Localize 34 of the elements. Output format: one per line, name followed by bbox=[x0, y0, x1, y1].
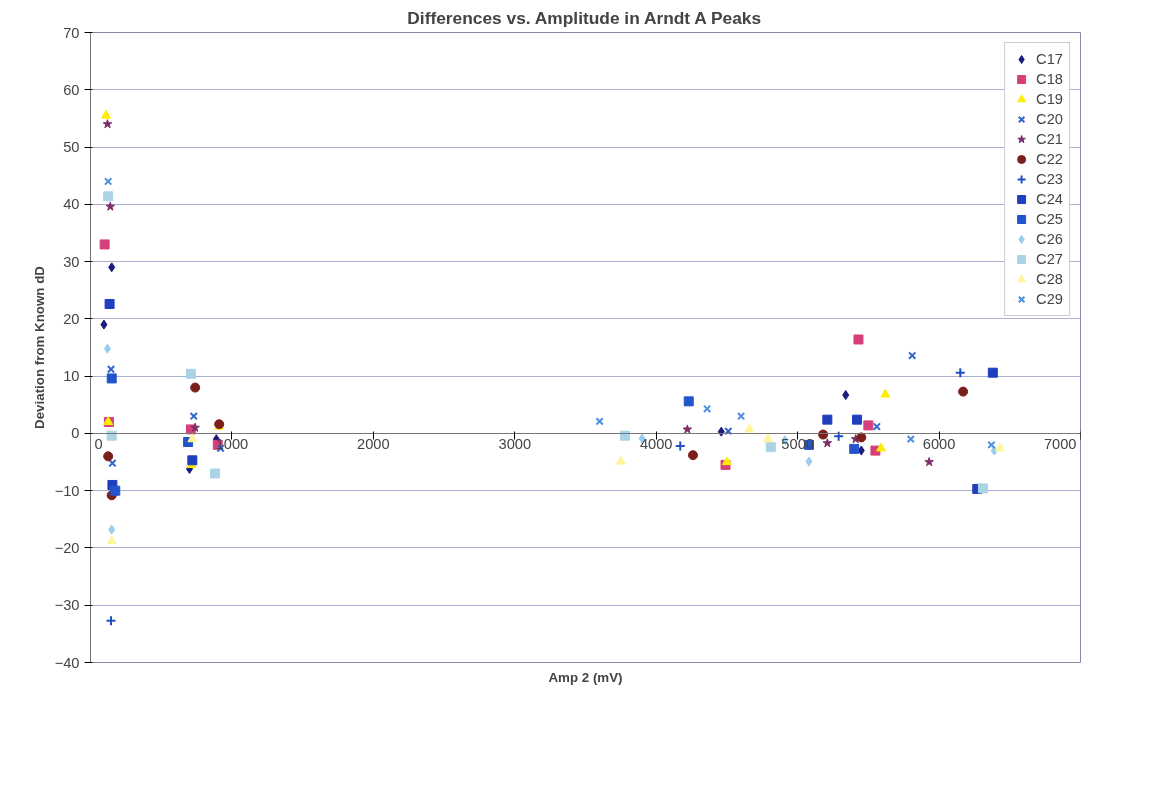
x-tick-label: 3000 bbox=[498, 436, 532, 453]
y-tick-label: −40 bbox=[54, 654, 80, 671]
y-tick-label: 10 bbox=[63, 368, 80, 385]
y-tick-label: 70 bbox=[63, 24, 80, 41]
y-axis-title: Deviation from Known dD bbox=[31, 265, 47, 429]
y-tick-label: −30 bbox=[54, 597, 80, 614]
legend-label: C25 bbox=[1036, 211, 1063, 227]
y-tick-label: 60 bbox=[63, 81, 80, 98]
legend-label: C20 bbox=[1036, 111, 1063, 127]
legend-label: C24 bbox=[1036, 191, 1063, 207]
legend-label: C23 bbox=[1036, 171, 1063, 187]
x-tick-label: 2000 bbox=[357, 436, 390, 453]
legend-label: C29 bbox=[1036, 291, 1063, 307]
x-tick-label: 0 bbox=[94, 436, 103, 453]
x-tick-label: 7000 bbox=[1043, 436, 1077, 453]
y-tick-label: −20 bbox=[54, 539, 80, 556]
x-axis-title: Amp 2 (mV) bbox=[548, 669, 623, 685]
y-tick-label: 50 bbox=[63, 139, 80, 156]
y-tick-label: 30 bbox=[63, 253, 80, 270]
y-tick-label: 20 bbox=[63, 310, 80, 327]
legend-label: C28 bbox=[1036, 271, 1063, 287]
x-tick-label: 6000 bbox=[922, 436, 956, 453]
y-tick-label: −10 bbox=[54, 482, 80, 499]
legend-label: C19 bbox=[1036, 91, 1063, 107]
y-tick-label: 0 bbox=[71, 425, 80, 442]
x-tick-label: 4000 bbox=[639, 436, 673, 453]
legend-label: C26 bbox=[1036, 231, 1063, 247]
legend-label: C22 bbox=[1036, 151, 1063, 167]
legend-label: C17 bbox=[1036, 51, 1063, 67]
y-tick-label: 40 bbox=[63, 196, 80, 213]
legend-label: C18 bbox=[1036, 71, 1063, 87]
legend-label: C21 bbox=[1036, 131, 1063, 147]
legend-label: C27 bbox=[1036, 251, 1063, 267]
chart-title: Differences vs. Amplitude in Arndt A Peaks bbox=[407, 7, 762, 28]
